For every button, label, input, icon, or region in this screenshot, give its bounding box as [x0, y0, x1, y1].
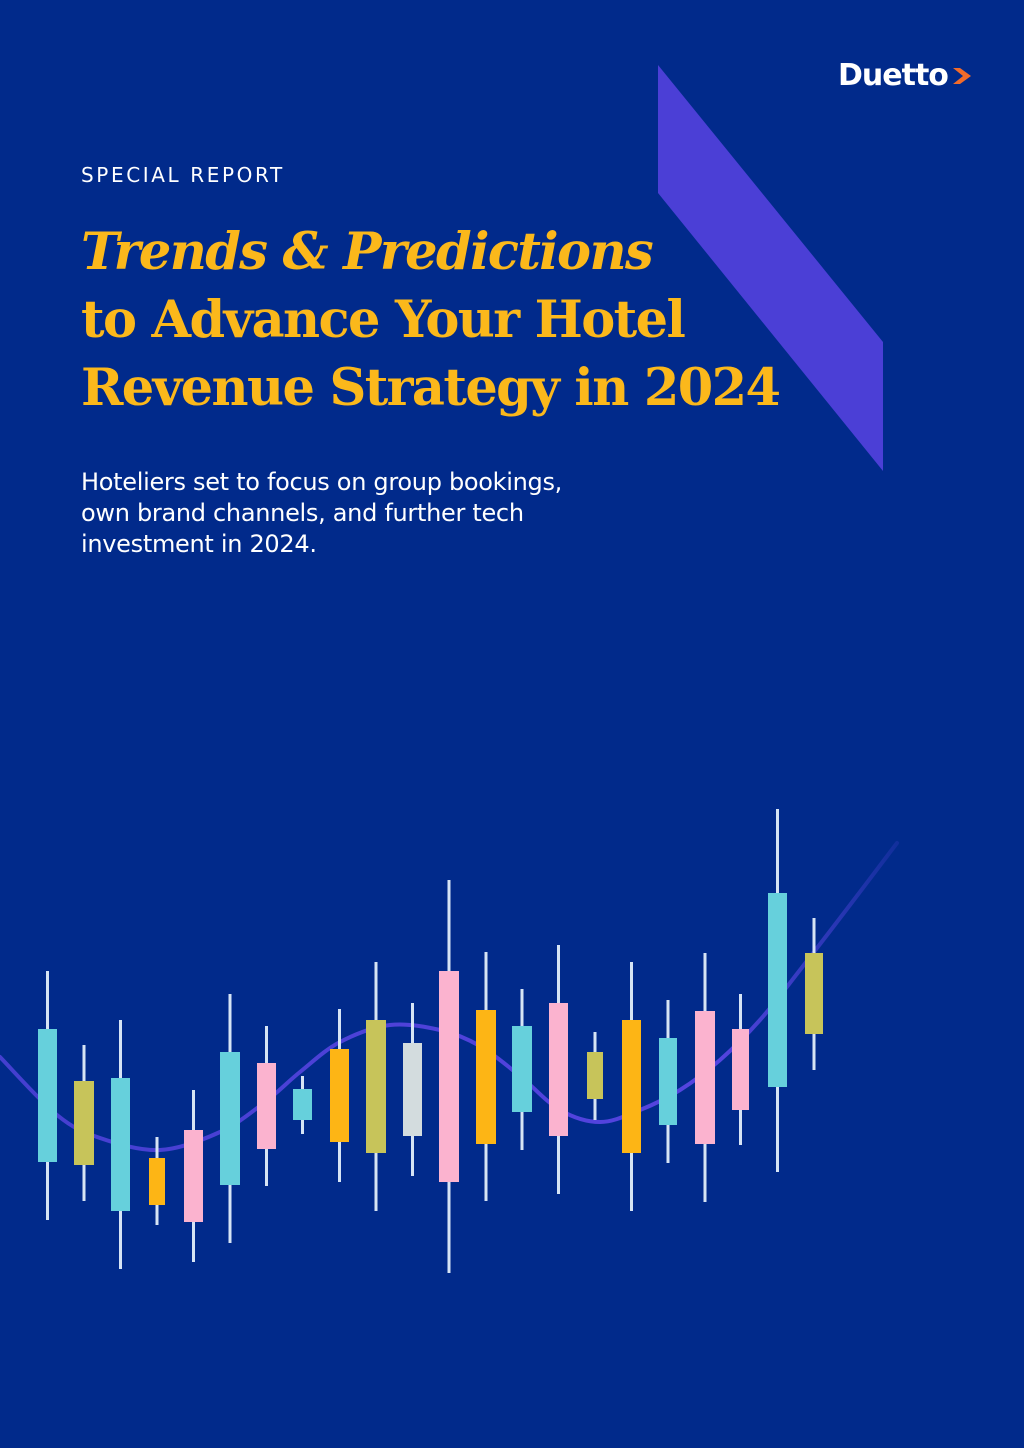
- candle-wick: [557, 945, 560, 1194]
- candle-wick: [703, 953, 707, 1202]
- candle-body: [805, 953, 823, 1034]
- logo-text: Duetto: [838, 58, 949, 93]
- candle-body: [149, 1158, 165, 1205]
- candle-body: [403, 1043, 422, 1136]
- candle-body: [257, 1063, 276, 1149]
- candle-body: [293, 1089, 312, 1120]
- candle-wick: [411, 1003, 414, 1176]
- candle-body: [74, 1081, 94, 1165]
- candle-body: [512, 1026, 532, 1112]
- subtitle-line-2: own brand channels, and further tech: [81, 499, 524, 527]
- candle-body: [587, 1052, 603, 1099]
- candle-body: [220, 1052, 240, 1185]
- subtitle-line-1: Hoteliers set to focus on group bookings…: [81, 468, 563, 496]
- candle-wick: [739, 994, 742, 1145]
- title-line-2: to Advance Your Hotel: [81, 290, 686, 350]
- candle-wick: [228, 994, 232, 1243]
- candle-wick: [666, 1000, 670, 1163]
- report-type-label: SPECIAL REPORT: [81, 163, 285, 187]
- candle-body: [366, 1020, 386, 1153]
- candle-body: [38, 1029, 57, 1162]
- chevron-right-icon: [952, 67, 971, 84]
- candle-wick: [265, 1026, 268, 1186]
- report-subtitle: Hoteliers set to focus on group bookings…: [81, 467, 681, 560]
- candle-body: [659, 1038, 677, 1125]
- candle-wick: [630, 962, 633, 1211]
- candle-wick: [484, 952, 488, 1201]
- candle-body: [768, 893, 787, 1087]
- candle-wick: [593, 1032, 597, 1120]
- candle-body: [439, 971, 459, 1182]
- report-title: Trends & Predictions to Advance Your Hot…: [81, 218, 781, 422]
- candle-body: [732, 1029, 749, 1110]
- subtitle-line-3: investment in 2024.: [81, 530, 317, 558]
- candle-wick: [520, 989, 524, 1150]
- candle-body: [476, 1010, 496, 1144]
- candle-wick: [82, 1045, 86, 1201]
- duetto-logo: Duetto: [838, 58, 973, 93]
- candle-body: [549, 1003, 568, 1136]
- candle-wick: [447, 880, 451, 1273]
- title-line-3: Revenue Strategy in 2024: [81, 358, 781, 418]
- candle-wick: [301, 1076, 304, 1134]
- candle-wick: [46, 971, 49, 1220]
- candles-group: [38, 809, 823, 1273]
- candle-body: [330, 1049, 349, 1142]
- candle-body: [111, 1078, 130, 1211]
- candle-wick: [812, 918, 816, 1070]
- candle-body: [622, 1020, 641, 1153]
- candle-wick: [776, 809, 779, 1172]
- candle-wick: [192, 1090, 195, 1262]
- candle-body: [695, 1011, 715, 1144]
- candle-wick: [374, 962, 378, 1211]
- trend-line: [0, 841, 899, 1153]
- candle-wick: [155, 1137, 159, 1225]
- title-line-1: Trends & Predictions: [81, 222, 654, 282]
- candle-wick: [119, 1020, 122, 1269]
- candle-wick: [338, 1009, 341, 1182]
- candle-body: [184, 1130, 203, 1222]
